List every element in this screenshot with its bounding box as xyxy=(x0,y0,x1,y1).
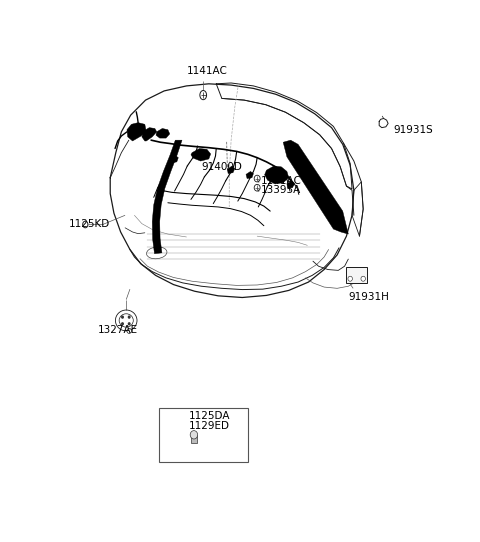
Polygon shape xyxy=(191,149,211,161)
Polygon shape xyxy=(246,171,253,178)
Polygon shape xyxy=(152,140,182,254)
Bar xyxy=(158,408,248,462)
Text: 1125KD: 1125KD xyxy=(69,218,110,229)
Text: 91400D: 91400D xyxy=(202,162,242,172)
Polygon shape xyxy=(172,156,178,163)
Bar xyxy=(347,267,367,283)
Text: 1141AC: 1141AC xyxy=(261,176,302,186)
Circle shape xyxy=(128,322,131,325)
Polygon shape xyxy=(287,181,294,188)
Text: 1327AE: 1327AE xyxy=(97,325,138,335)
Polygon shape xyxy=(264,166,289,184)
Polygon shape xyxy=(156,128,170,138)
Circle shape xyxy=(361,276,365,281)
Bar xyxy=(191,435,197,443)
Text: 91931H: 91931H xyxy=(348,292,389,302)
Text: 1125DA: 1125DA xyxy=(188,411,230,422)
Circle shape xyxy=(128,315,131,319)
Text: 1141AC: 1141AC xyxy=(187,66,228,76)
Polygon shape xyxy=(283,140,348,234)
Circle shape xyxy=(190,431,198,439)
Text: 13395A: 13395A xyxy=(261,185,301,195)
Text: 91931S: 91931S xyxy=(393,125,432,135)
Polygon shape xyxy=(142,128,156,141)
Polygon shape xyxy=(228,166,235,173)
Text: 1129ED: 1129ED xyxy=(188,421,229,431)
Polygon shape xyxy=(127,122,146,141)
Circle shape xyxy=(127,328,132,333)
Circle shape xyxy=(121,322,124,325)
Circle shape xyxy=(121,315,124,319)
Circle shape xyxy=(348,276,352,281)
